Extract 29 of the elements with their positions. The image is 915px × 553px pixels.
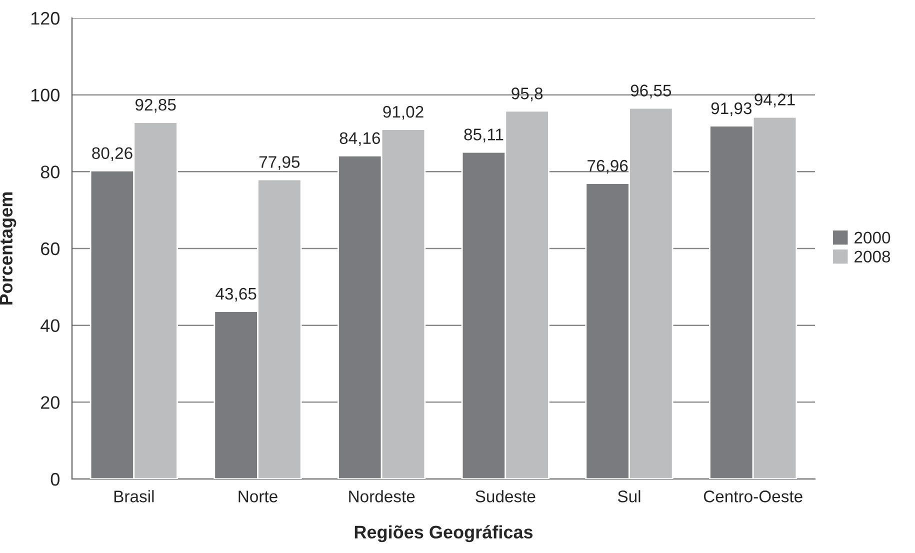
y-tick-label: 20: [41, 396, 60, 409]
y-tick-label: 80: [40, 166, 60, 178]
data-label: 95,8: [512, 88, 543, 102]
x-tick-label: Centro-Oeste: [704, 490, 802, 502]
data-label: 80,26: [92, 147, 132, 162]
legend-label: 2000: [854, 232, 890, 244]
x-axis-title: Regiões Geográficas: [354, 525, 533, 542]
legend-label: 2008: [854, 250, 890, 262]
data-label: 94,21: [754, 94, 795, 108]
data-label: 84,16: [340, 132, 380, 146]
data-label: 92,85: [136, 98, 176, 113]
data-label: 96,55: [630, 84, 672, 98]
y-tick-label: 40: [40, 319, 60, 332]
x-tick-label: Sudeste: [476, 490, 536, 502]
y-tick-label: 0: [50, 472, 60, 486]
y-tick-label: 100: [31, 88, 60, 102]
x-tick-label: Brasil: [114, 490, 154, 502]
data-label: 76,96: [588, 160, 628, 174]
data-label: 91,02: [383, 106, 424, 120]
data-label: 91,93: [711, 102, 752, 116]
y-axis-title: Porcentagem: [0, 192, 16, 304]
x-tick-label: Sul: [618, 490, 640, 502]
x-tick-label: Nordeste: [349, 490, 415, 502]
data-label: 77,95: [259, 156, 300, 170]
y-tick-label: 60: [41, 242, 60, 256]
x-tick-label: Norte: [238, 490, 278, 502]
data-label: 43,65: [216, 288, 256, 302]
y-tick-label: 120: [31, 12, 60, 25]
data-label: 85,11: [464, 128, 504, 142]
